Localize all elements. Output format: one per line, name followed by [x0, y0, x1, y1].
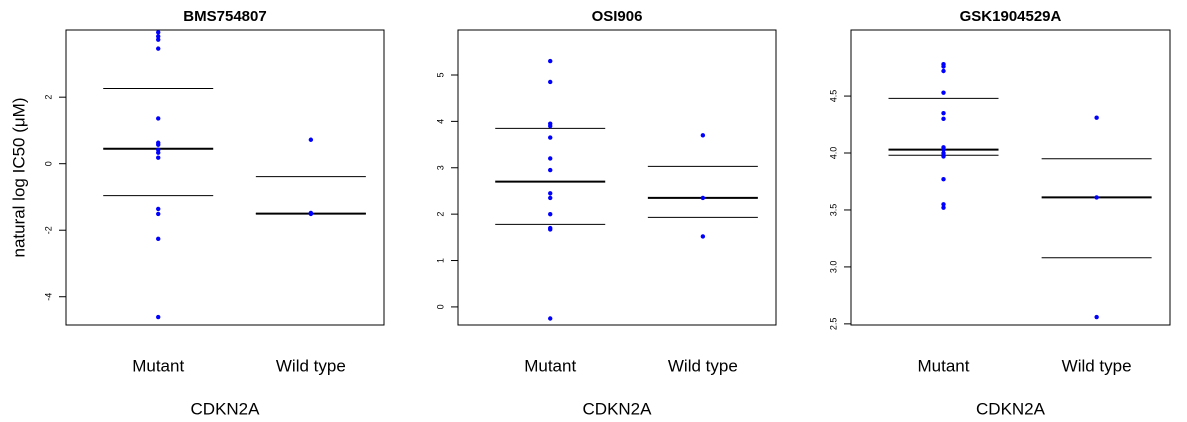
x-tick-label: Mutant	[918, 356, 970, 375]
point	[700, 234, 706, 239]
point	[548, 79, 553, 85]
plot-box	[65, 29, 385, 326]
point	[548, 211, 553, 217]
point	[941, 154, 946, 159]
y-tick-label: 4	[435, 119, 445, 124]
point	[941, 68, 946, 74]
point	[156, 211, 161, 217]
point	[156, 236, 161, 242]
point	[700, 133, 706, 138]
point	[941, 205, 946, 210]
x-tick-label: Wild type	[276, 356, 346, 375]
point	[548, 227, 553, 232]
point	[156, 34, 161, 39]
point	[156, 46, 161, 51]
point	[156, 37, 161, 42]
point	[156, 116, 161, 121]
point	[941, 147, 946, 152]
x-tick-label: Wild type	[1062, 356, 1132, 375]
point	[1094, 115, 1099, 120]
point	[941, 177, 946, 182]
y-tick-label: 3.0	[828, 261, 838, 274]
point	[941, 90, 946, 95]
x-tick-label: Mutant	[132, 356, 184, 375]
y-axis-label: natural log IC50 (μM)	[9, 97, 28, 257]
point	[548, 135, 553, 140]
panel-title: GSK1904529A	[960, 8, 1062, 25]
point	[156, 155, 161, 160]
point	[1094, 314, 1099, 320]
y-tick-label: 4.0	[828, 147, 838, 160]
point	[548, 123, 553, 129]
x-axis-label: CDKN2A	[191, 399, 261, 418]
point	[941, 64, 946, 69]
point	[548, 191, 553, 196]
plot-box	[457, 29, 777, 326]
point	[308, 211, 314, 217]
x-tick-label: Wild type	[668, 356, 738, 375]
plot-box	[850, 29, 1171, 326]
point	[548, 195, 553, 201]
point	[941, 110, 946, 116]
panel-title: BMS754807	[183, 8, 266, 25]
point	[548, 167, 553, 173]
y-tick-label: 2	[435, 212, 445, 217]
point	[156, 314, 161, 320]
y-tick-label: -2	[43, 226, 53, 234]
point	[941, 116, 946, 122]
y-tick-label: 5	[435, 72, 445, 77]
point	[1094, 195, 1099, 200]
x-tick-label: Mutant	[524, 356, 576, 375]
point	[156, 142, 161, 147]
point	[548, 156, 553, 161]
x-axis-label: CDKN2A	[976, 399, 1046, 418]
point	[308, 137, 314, 142]
y-tick-label: 2.5	[828, 318, 838, 331]
y-tick-label: 3	[435, 165, 445, 170]
y-tick-label: 3.5	[828, 204, 838, 217]
panel-title: OSI906	[592, 8, 643, 25]
y-tick-label: 4.5	[828, 90, 838, 103]
point	[156, 30, 161, 35]
y-tick-label: 0	[435, 304, 445, 309]
point	[700, 195, 706, 201]
point	[156, 206, 161, 212]
x-axis-label: CDKN2A	[583, 399, 653, 418]
point	[156, 150, 161, 155]
point	[548, 58, 553, 64]
y-tick-label: 0	[43, 161, 53, 166]
y-tick-label: -4	[43, 293, 53, 301]
point	[548, 316, 553, 321]
point	[941, 202, 946, 207]
y-tick-label: 2	[43, 95, 53, 100]
y-tick-label: 1	[435, 258, 445, 263]
